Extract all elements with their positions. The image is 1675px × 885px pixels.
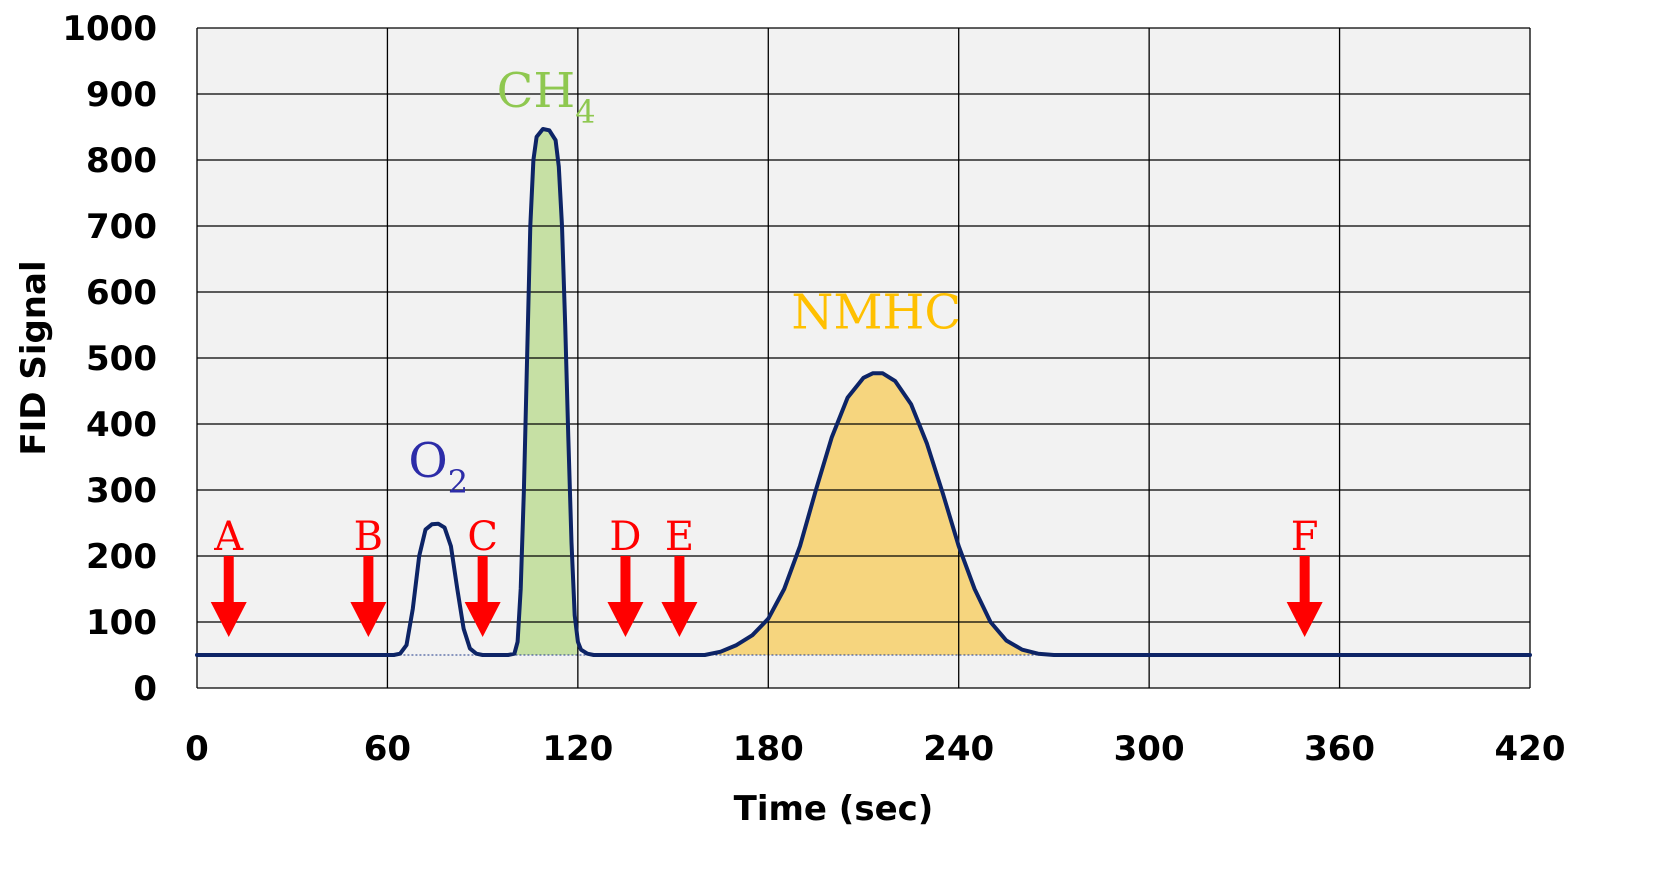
y-tick-labels: 0 100 200 300 400 500 600 700 800 900 1000: [62, 9, 157, 709]
grid-lines: [196, 27, 1531, 689]
x-tick-label: 300: [1114, 729, 1185, 769]
down-arrow-icon: [607, 556, 644, 637]
down-arrow-icon: [661, 556, 698, 637]
y-tick-label: 700: [86, 207, 157, 247]
marker-d: D: [607, 514, 644, 637]
peak-label-subscript: 4: [575, 93, 595, 131]
x-tick-label: 120: [542, 729, 613, 769]
y-tick-label: 1000: [62, 9, 157, 49]
y-tick-label: 400: [86, 405, 157, 445]
series-layer: [195, 127, 1532, 657]
x-axis-title: Time (sec): [734, 789, 934, 829]
marker-label: B: [354, 514, 383, 560]
peak-fill-2: [704, 373, 1054, 655]
down-arrow-icon: [210, 556, 247, 637]
x-tick-label: 240: [923, 729, 994, 769]
marker-label: A: [213, 514, 244, 560]
y-tick-label: 900: [86, 75, 157, 115]
marker-f: F: [1286, 514, 1323, 637]
y-axis-title: FID Signal: [14, 260, 54, 455]
peak-label-2: NMHC: [791, 284, 961, 340]
marker-label: C: [467, 514, 498, 560]
peak-label-subscript: 2: [448, 463, 468, 501]
y-tick-label: 600: [86, 273, 157, 313]
marker-a: A: [210, 514, 247, 637]
x-tick-label: 420: [1495, 729, 1566, 769]
marker-c: C: [464, 514, 501, 637]
y-tick-label: 100: [86, 603, 157, 643]
x-tick-label: 180: [733, 729, 804, 769]
y-tick-label: 0: [133, 669, 157, 709]
x-tick-labels: 0 60 120 180 240 300 360 420: [185, 729, 1565, 769]
y-tick-label: 800: [86, 141, 157, 181]
x-tick-label: 60: [364, 729, 411, 769]
y-tick-label: 500: [86, 339, 157, 379]
marker-label: D: [609, 514, 641, 560]
x-tick-label: 360: [1304, 729, 1375, 769]
x-tick-label: 0: [185, 729, 209, 769]
marker-label: F: [1291, 514, 1319, 560]
marker-label: E: [665, 514, 694, 560]
y-tick-label: 300: [86, 471, 157, 511]
down-arrow-icon: [350, 556, 387, 637]
marker-e: E: [661, 514, 698, 637]
down-arrow-icon: [1286, 556, 1323, 637]
marker-b: B: [350, 514, 387, 637]
y-tick-label: 200: [86, 537, 157, 577]
down-arrow-icon: [464, 556, 501, 637]
signal-series-line: [195, 127, 1532, 657]
